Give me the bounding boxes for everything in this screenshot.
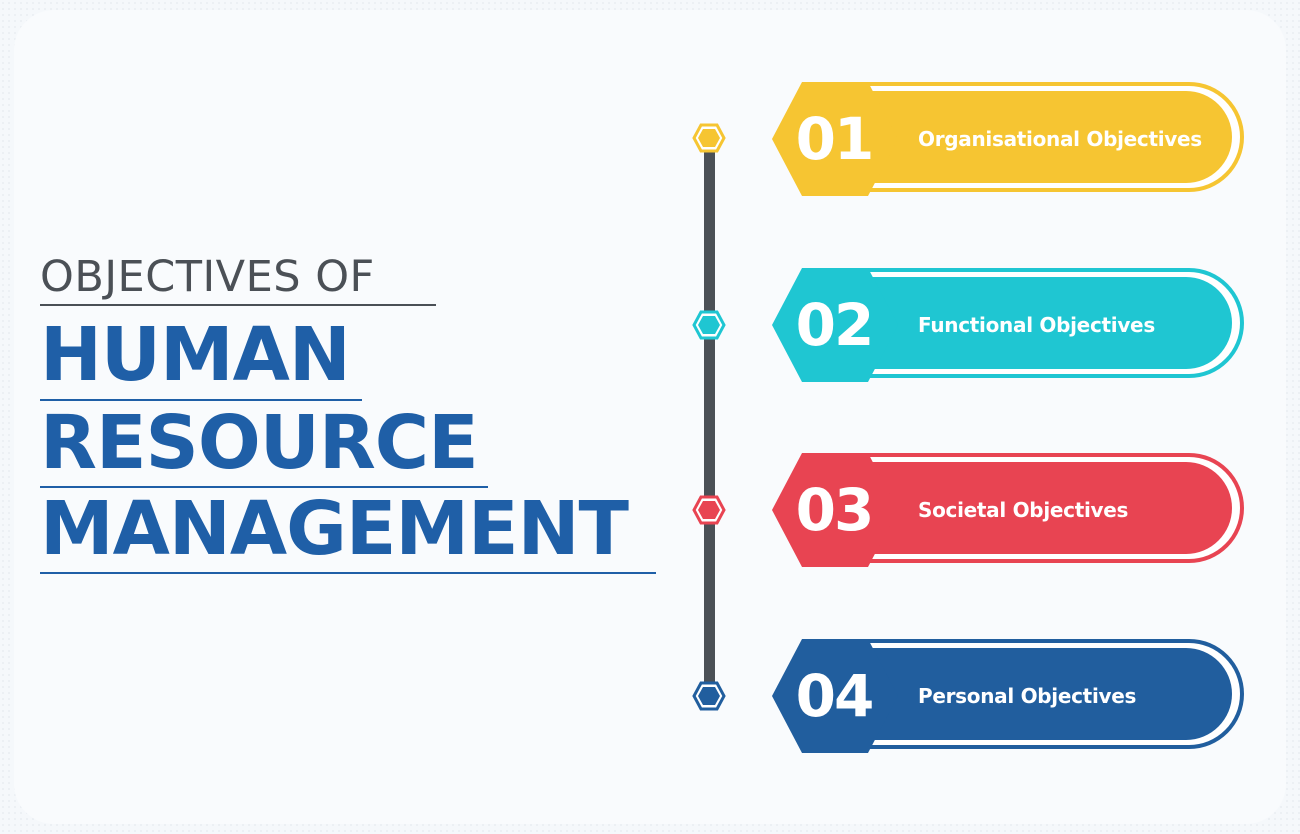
item-label: Organisational Objectives	[918, 127, 1202, 151]
hexagon-fill	[698, 316, 720, 334]
hexagon-fill	[698, 687, 720, 705]
title-underline	[40, 572, 656, 574]
title-human: HUMAN	[40, 312, 351, 398]
title-resource: RESOURCE	[40, 400, 479, 486]
timeline-node-4	[692, 681, 726, 711]
hexagon-badge	[772, 639, 898, 753]
hexagon-badge	[772, 268, 898, 382]
item-number: 02	[795, 291, 875, 359]
hexagon-badge	[772, 453, 898, 567]
title-management: MANAGEMENT	[40, 486, 629, 572]
objective-item-3: 03 Societal Objectives	[768, 451, 1248, 569]
timeline-node-3	[692, 495, 726, 525]
item-number: 01	[795, 105, 875, 173]
hexagon-fill	[698, 129, 720, 147]
item-number: 04	[795, 662, 875, 730]
objective-item-2: 02 Functional Objectives	[768, 266, 1248, 384]
title-underline	[40, 304, 436, 306]
objective-item-4: 04 Personal Objectives	[768, 637, 1248, 755]
title-underline	[40, 399, 362, 401]
timeline-line	[704, 150, 715, 695]
hexagon-badge	[772, 82, 898, 196]
item-label: Functional Objectives	[918, 313, 1155, 337]
item-number: 03	[795, 476, 875, 544]
title-objectives-of: OBJECTIVES OF	[40, 252, 375, 302]
hexagon-fill	[698, 501, 720, 519]
title-underline	[40, 486, 488, 488]
item-label: Personal Objectives	[918, 684, 1137, 708]
objective-item-1: 01 Organisational Objectives	[768, 80, 1248, 198]
timeline-node-1	[692, 123, 726, 153]
item-label: Societal Objectives	[918, 498, 1129, 522]
timeline-node-2	[692, 310, 726, 340]
